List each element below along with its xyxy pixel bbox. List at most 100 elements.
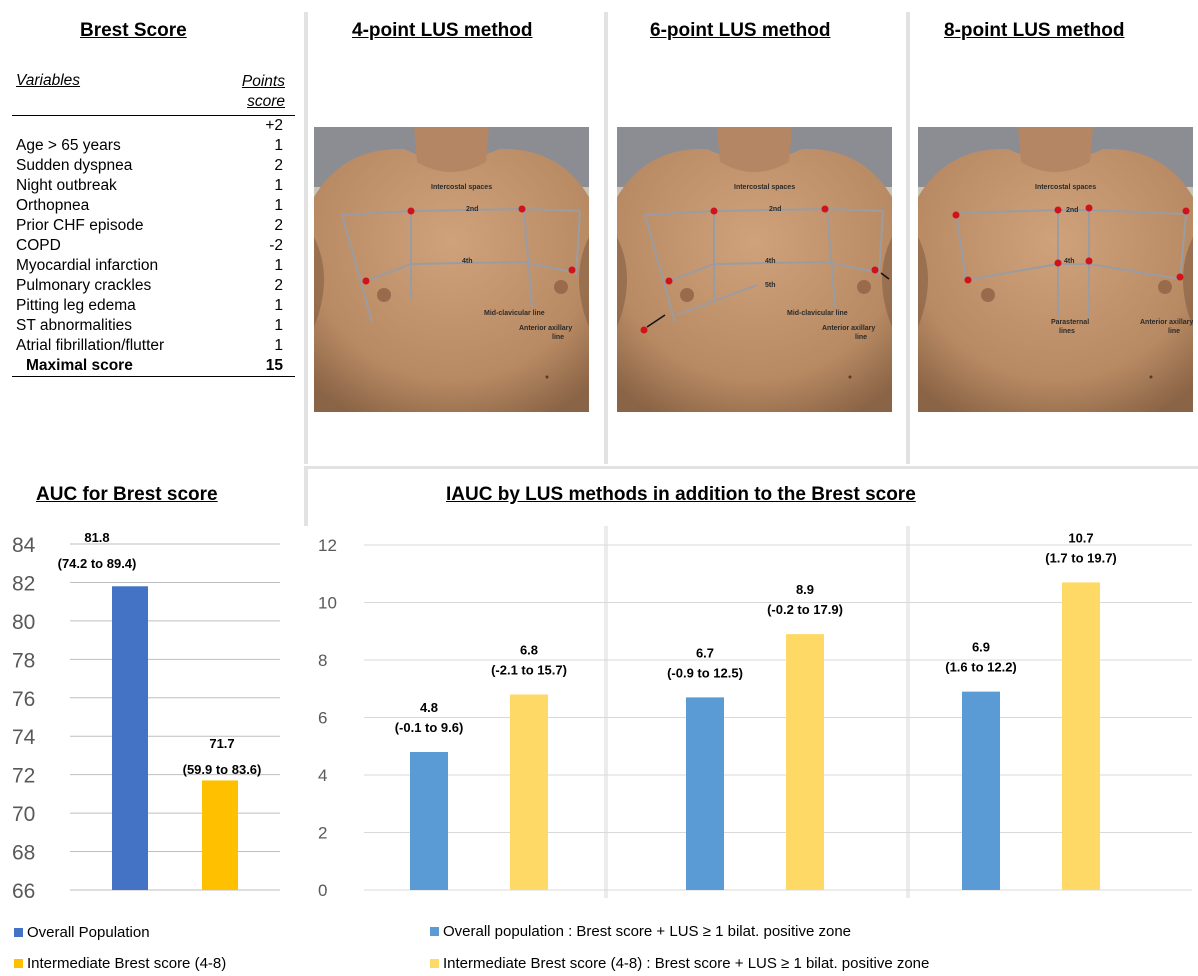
- bar-overall: [112, 586, 148, 890]
- y-tick-label: 84: [12, 534, 36, 557]
- row-points: 2: [274, 217, 283, 234]
- bar-intermediate: [510, 694, 548, 890]
- separator-vertical-2: [604, 12, 608, 464]
- row-variable: Pitting leg edema: [16, 297, 136, 314]
- row-points: 2: [274, 157, 283, 174]
- total-label: Maximal score: [26, 357, 133, 374]
- separator-vertical-3: [906, 12, 910, 464]
- label-lines: lines: [1059, 328, 1075, 335]
- label-mid-clavicular: Mid-clavicular line: [484, 310, 545, 317]
- scan-point: [1054, 206, 1062, 214]
- scan-point: [871, 266, 879, 274]
- label-2nd: 2nd: [769, 206, 781, 213]
- separator-horizontal: [306, 466, 1198, 469]
- scan-point: [1182, 207, 1190, 215]
- lus-4-photo: Intercostal spaces 2nd 4th Mid-clavicular l…: [314, 127, 589, 412]
- label-anterior-axillary: Anterior axillary: [519, 325, 572, 332]
- label-intercostal-spaces: Intercostal spaces: [431, 184, 492, 191]
- data-label-ci: (-0.2 to 17.9): [767, 602, 843, 617]
- label-intercostal-spaces: Intercostal spaces: [734, 184, 795, 191]
- y-tick-label: 66: [12, 880, 35, 900]
- data-label-ci: (1.7 to 19.7): [1045, 550, 1117, 565]
- legend-iauc-intermediate: Intermediate Brest score (4-8) : Brest s…: [430, 955, 929, 972]
- row-variable: Orthopnea: [16, 197, 90, 214]
- row-points: 1: [274, 197, 283, 214]
- table-row: +2: [12, 116, 295, 136]
- row-points: +2: [265, 117, 283, 134]
- label-4th: 4th: [1064, 258, 1075, 265]
- iauc-chart-title: IAUC by LUS methods in addition to the B…: [446, 484, 916, 505]
- separator-vertical-4: [304, 466, 308, 526]
- auc-chart-title: AUC for Brest score: [36, 484, 218, 505]
- table-row: Pitting leg edema 1: [12, 296, 295, 316]
- y-tick-label: 80: [12, 611, 35, 634]
- y-tick-label: 12: [318, 536, 337, 555]
- row-variable: Myocardial infarction: [16, 257, 159, 274]
- table-row: Prior CHF episode 2: [12, 216, 295, 236]
- data-label: 4.8: [420, 700, 438, 715]
- y-tick-label: 68: [12, 842, 35, 865]
- scan-point: [952, 211, 960, 219]
- table-row: Orthopnea 1: [12, 196, 295, 216]
- scan-point: [1176, 273, 1184, 281]
- label-4th: 4th: [462, 258, 473, 265]
- data-label: 81.8: [84, 530, 109, 545]
- row-variable: Pulmonary crackles: [16, 277, 152, 294]
- data-label: 10.7: [1068, 530, 1093, 545]
- auc-chart: 66 68 70 72 74 76 78 80 82 84 81.8 (74.2 to 89.4) 71…: [12, 530, 280, 900]
- row-points: 2: [274, 277, 283, 294]
- table-row: Pulmonary crackles 2: [12, 276, 295, 296]
- legend-swatch-blue: [14, 928, 23, 937]
- scan-point: [964, 276, 972, 284]
- label-axillary-line: line: [1168, 328, 1180, 335]
- label-mid-clavicular: Mid-clavicular line: [787, 310, 848, 317]
- row-points: 1: [274, 257, 283, 274]
- separator-chart-2: [906, 526, 910, 898]
- torso-illustration: Intercostal spaces 2nd 4th Mid-clavicular l…: [314, 127, 589, 412]
- lus-8-photo: Intercostal spaces 2nd 4th Parasternal lines…: [918, 127, 1193, 412]
- y-tick-label: 2: [318, 824, 327, 843]
- bar-intermediate: [202, 780, 238, 890]
- label-parasternal: Parasternal: [1051, 319, 1089, 326]
- data-label: 6.8: [520, 643, 538, 658]
- separator-chart-1: [604, 526, 608, 898]
- row-variable: Night outbreak: [16, 177, 117, 194]
- scan-point: [518, 205, 526, 213]
- y-tick-label: 6: [318, 709, 327, 728]
- table-row: Night outbreak 1: [12, 176, 295, 196]
- label-2nd: 2nd: [466, 206, 478, 213]
- data-label-ci: (-2.1 to 15.7): [491, 663, 567, 678]
- data-label-ci: (1.6 to 12.2): [945, 660, 1017, 675]
- torso-illustration: Intercostal spaces 2nd 4th Mid-clavicular l…: [617, 127, 892, 412]
- scan-point: [1054, 259, 1062, 267]
- table-row-total: Maximal score 15: [12, 356, 295, 377]
- label-axillary-line: line: [855, 334, 867, 341]
- iauc-chart: 0 2 4 6 8 10 12 4.8 (-0.1 to 9.6) 6.7 (-0.9 to 12.…: [318, 530, 1192, 900]
- scan-point: [1085, 257, 1093, 265]
- legend-iauc-overall: Overall population : Brest score + LUS ≥…: [430, 923, 851, 940]
- data-label: 6.7: [696, 645, 714, 660]
- row-variable: Prior CHF episode: [16, 217, 144, 234]
- data-label-ci: (59.9 to 83.6): [183, 762, 262, 777]
- y-tick-label: 8: [318, 651, 327, 670]
- row-variable: Atrial fibrillation/flutter: [16, 337, 165, 354]
- separator-vertical-1: [304, 12, 308, 464]
- table-row: Age > 65 years 1: [12, 136, 295, 156]
- data-label-ci: (74.2 to 89.4): [58, 556, 137, 571]
- label-axillary-line: line: [552, 334, 564, 341]
- bar-overall: [962, 691, 1000, 890]
- bar-overall: [410, 752, 448, 890]
- table-row: Atrial fibrillation/flutter 1: [12, 336, 295, 356]
- y-tick-label: 76: [12, 688, 35, 711]
- y-tick-label: 82: [12, 572, 35, 595]
- scan-point: [710, 207, 718, 215]
- row-points: -2: [269, 237, 283, 254]
- score-rows: +2 Age > 65 years 1 Sudden dyspnea 2 Night ou…: [12, 116, 295, 356]
- label-4th: 4th: [765, 258, 776, 265]
- torso-illustration: Intercostal spaces 2nd 4th Parasternal lines…: [918, 127, 1193, 412]
- lus-6-photo: Intercostal spaces 2nd 4th Mid-clavicular l…: [617, 127, 892, 412]
- bar-intermediate: [786, 634, 824, 890]
- y-tick-label: 78: [12, 649, 35, 672]
- row-points: 1: [274, 337, 283, 354]
- legend-intermediate-brest: Intermediate Brest score (4-8): [14, 955, 226, 972]
